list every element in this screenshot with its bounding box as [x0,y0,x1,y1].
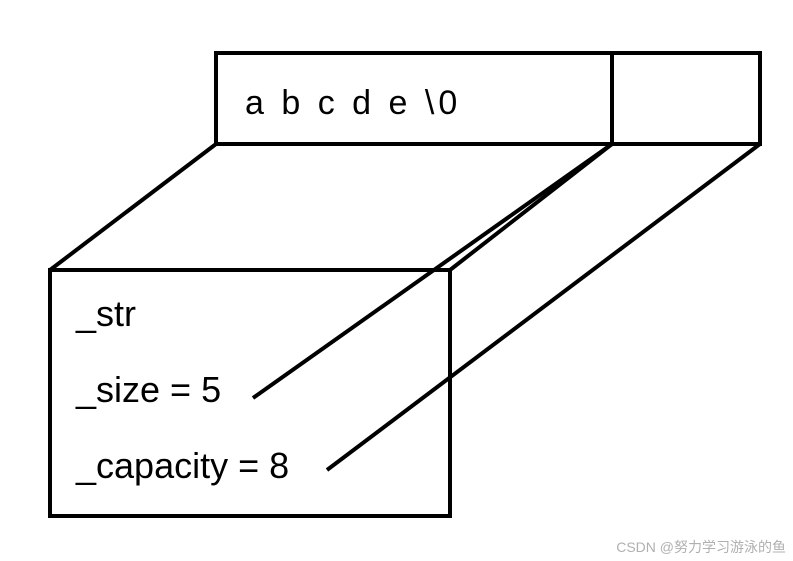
field-capacity: _capacity = 8 [75,445,289,486]
buffer-content: a b c d e \0 [245,84,461,122]
field-str: _str [75,293,136,334]
watermark: CSDN @努力学习游泳的鱼 [616,539,786,555]
buffer-extra-cell [612,53,760,144]
field-size: _size = 5 [75,369,221,410]
connector-str-left [50,144,216,270]
string-memory-diagram: a b c d e \0 _str _size = 5 _capacity = … [0,0,793,561]
